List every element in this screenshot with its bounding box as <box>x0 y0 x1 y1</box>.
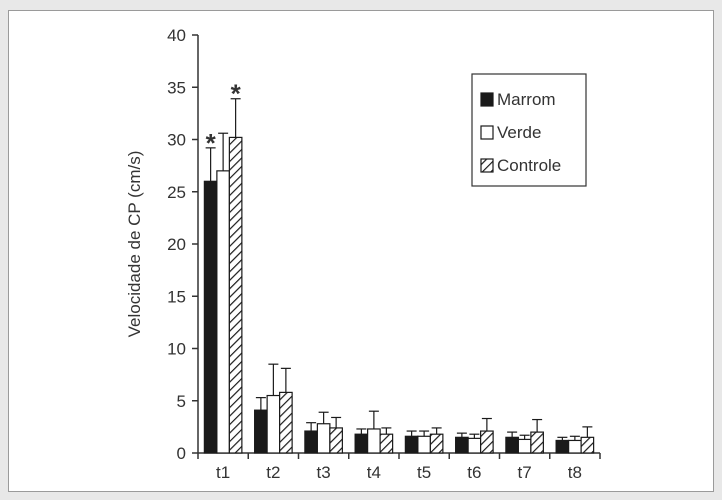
bar-controle-t4 <box>379 433 394 454</box>
bar-controle-t8 <box>580 436 595 454</box>
legend: Marrom Verde Controle <box>471 73 587 187</box>
y-tick-label: 20 <box>167 235 186 254</box>
bar-marrom-t1 <box>203 180 218 454</box>
bar-verde-t7 <box>517 438 532 454</box>
y-tick-label: 40 <box>167 26 186 45</box>
x-tick-label: t6 <box>467 463 481 482</box>
bar-verde-t5 <box>417 435 431 454</box>
legend-label-controle: Controle <box>497 156 561 175</box>
bar-verde-t1 <box>216 170 230 454</box>
bar-marrom-t3 <box>304 430 318 454</box>
bar-controle-t5 <box>429 433 444 454</box>
bar-marrom-t5 <box>404 435 419 454</box>
y-tick-label: 10 <box>167 340 186 359</box>
bar-verde-t3 <box>316 423 331 454</box>
y-axis-title: Velocidade de CP (cm/s) <box>125 151 144 338</box>
legend-label-marrom: Marrom <box>497 90 556 109</box>
x-tick-label: t1 <box>216 463 230 482</box>
labels: 0 5 10 15 20 25 30 35 40 Velocidade de CP (cm/s) t… <box>125 26 582 482</box>
x-tick-label: t3 <box>317 463 331 482</box>
bar-controle-t2 <box>279 391 293 454</box>
x-tick-label: t2 <box>266 463 280 482</box>
bar-controle-t7 <box>530 431 544 454</box>
bar-controle-t6 <box>480 430 494 454</box>
y-tick-label: 25 <box>167 183 186 202</box>
bar-verde-t2 <box>266 394 281 454</box>
bar-marrom-t7 <box>505 436 519 454</box>
significance-star: * <box>206 128 217 158</box>
bar-marrom-t8 <box>555 439 570 454</box>
x-tick-label: t5 <box>417 463 431 482</box>
y-tick-label: 15 <box>167 287 186 306</box>
y-tick-label: 30 <box>167 131 186 150</box>
y-tick-label: 35 <box>167 78 186 97</box>
bar-controle-t3 <box>329 427 343 454</box>
bar-verde-t8 <box>568 439 582 454</box>
legend-label-verde: Verde <box>497 123 541 142</box>
bar-verde-t6 <box>467 437 482 454</box>
significance-star: * <box>231 79 242 109</box>
x-tick-label: t7 <box>518 463 532 482</box>
y-tick-label: 5 <box>177 392 186 411</box>
legend-swatch-marrom <box>480 92 494 107</box>
legend-swatch-verde <box>480 125 494 140</box>
bar-marrom-t6 <box>455 436 469 454</box>
bar-verde-t4 <box>367 428 381 454</box>
legend-swatch-controle <box>480 158 494 173</box>
y-tick-label: 0 <box>177 444 186 463</box>
bar-marrom-t2 <box>254 409 268 454</box>
bar-marrom-t4 <box>354 433 369 454</box>
x-tick-label: t4 <box>367 463 381 482</box>
bar-controle-t1 <box>228 136 243 454</box>
figure-frame <box>8 10 714 492</box>
x-tick-label: t8 <box>568 463 582 482</box>
bars <box>203 98 595 454</box>
